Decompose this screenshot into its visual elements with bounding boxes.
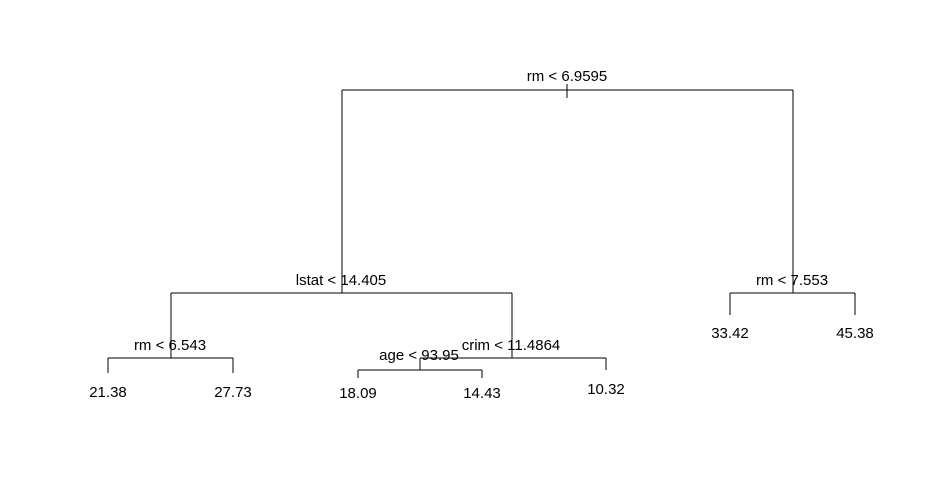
leaf-18-09: 18.09 <box>339 385 377 402</box>
leaf-10-32: 10.32 <box>587 381 625 398</box>
left-right-split-label: crim < 11.4864 <box>462 337 561 354</box>
right-split-label: rm < 7.553 <box>756 272 828 289</box>
leaf-14-43: 14.43 <box>463 385 501 402</box>
split-root: rm < 6.9595 <box>341 68 794 293</box>
left-left-split-label: rm < 6.543 <box>134 337 206 354</box>
split-left-right: crim < 11.4864 10.32 <box>419 337 625 398</box>
leaf-45-38: 45.38 <box>836 325 874 342</box>
split-right: rm < 7.553 33.42 45.38 <box>711 272 874 342</box>
split-left-right-left: age < 93.95 18.09 14.43 <box>339 347 501 402</box>
leaf-33-42: 33.42 <box>711 325 749 342</box>
split-left-left: rm < 6.543 21.38 27.73 <box>89 337 252 401</box>
root-split-label: rm < 6.9595 <box>527 68 607 85</box>
split-left: lstat < 14.405 <box>170 272 513 358</box>
left-right-left-split-label: age < 93.95 <box>379 347 459 364</box>
left-split-label: lstat < 14.405 <box>296 272 386 289</box>
leaf-21-38: 21.38 <box>89 384 127 401</box>
leaf-27-73: 27.73 <box>214 384 252 401</box>
